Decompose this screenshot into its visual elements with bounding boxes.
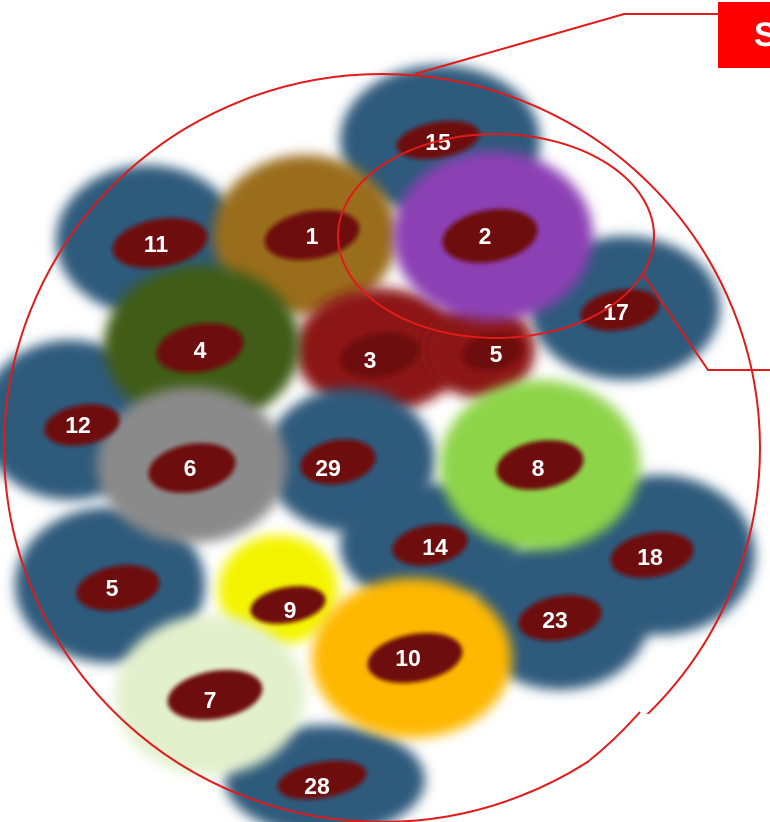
cell-2-label: 2 <box>479 223 492 249</box>
cell-7-label: 7 <box>204 687 217 713</box>
callout-label-box: S <box>718 2 770 68</box>
cell-8-nucleus <box>496 440 584 490</box>
cell-29-nucleus <box>300 439 376 485</box>
cell-5-nucleus <box>76 565 160 611</box>
highlight-ellipse <box>337 133 655 339</box>
cell-1-nucleus <box>264 209 360 261</box>
cell-5-nucleus <box>462 333 522 371</box>
cell-14-label: 14 <box>422 534 448 560</box>
cells-layer <box>0 65 755 822</box>
cell-2-nucleus <box>442 209 538 263</box>
nuclei-layer <box>44 120 694 800</box>
cell-1-label: 1 <box>306 223 319 249</box>
cell-5-label: 5 <box>106 575 119 601</box>
cell-12-label: 12 <box>65 412 91 438</box>
cell-9-label: 9 <box>284 597 297 623</box>
cell-28-nucleus <box>277 760 367 800</box>
cell-15-nucleus <box>396 120 480 160</box>
cell-18-nucleus <box>610 532 694 578</box>
cell-17-nucleus <box>580 289 660 331</box>
cell-23-nucleus <box>518 595 602 641</box>
cell-23-label: 23 <box>542 607 568 633</box>
mask-patch <box>590 714 770 822</box>
callout-leader-line-top <box>414 13 720 75</box>
cell-14-nucleus <box>392 524 468 566</box>
cluster-outline-circle <box>3 73 761 822</box>
cell-8-label: 8 <box>532 455 545 481</box>
cell-7-nucleus <box>167 669 263 721</box>
cell-11-nucleus <box>112 217 208 269</box>
cell-4-nucleus <box>156 323 244 373</box>
cell-6-nucleus <box>148 443 236 493</box>
cell-6-label: 6 <box>184 455 197 481</box>
cell-12-nucleus <box>44 404 120 446</box>
cell-3-nucleus <box>340 332 420 378</box>
cell-5-label: 5 <box>490 341 503 367</box>
cell-28-label: 28 <box>304 773 330 799</box>
callout-label: S <box>754 16 770 54</box>
cell-18-label: 18 <box>637 544 663 570</box>
cell-10-nucleus <box>367 632 463 684</box>
cell-11-label: 11 <box>144 231 169 257</box>
callout-leader-line-right <box>642 273 770 371</box>
outline-arc-fragment <box>589 711 641 761</box>
cell-29-label: 29 <box>315 455 341 481</box>
cell-4-label: 4 <box>194 337 207 363</box>
cell-3-label: 3 <box>364 347 377 373</box>
cell-9-nucleus <box>250 586 326 624</box>
cell-10-label: 10 <box>395 645 421 671</box>
